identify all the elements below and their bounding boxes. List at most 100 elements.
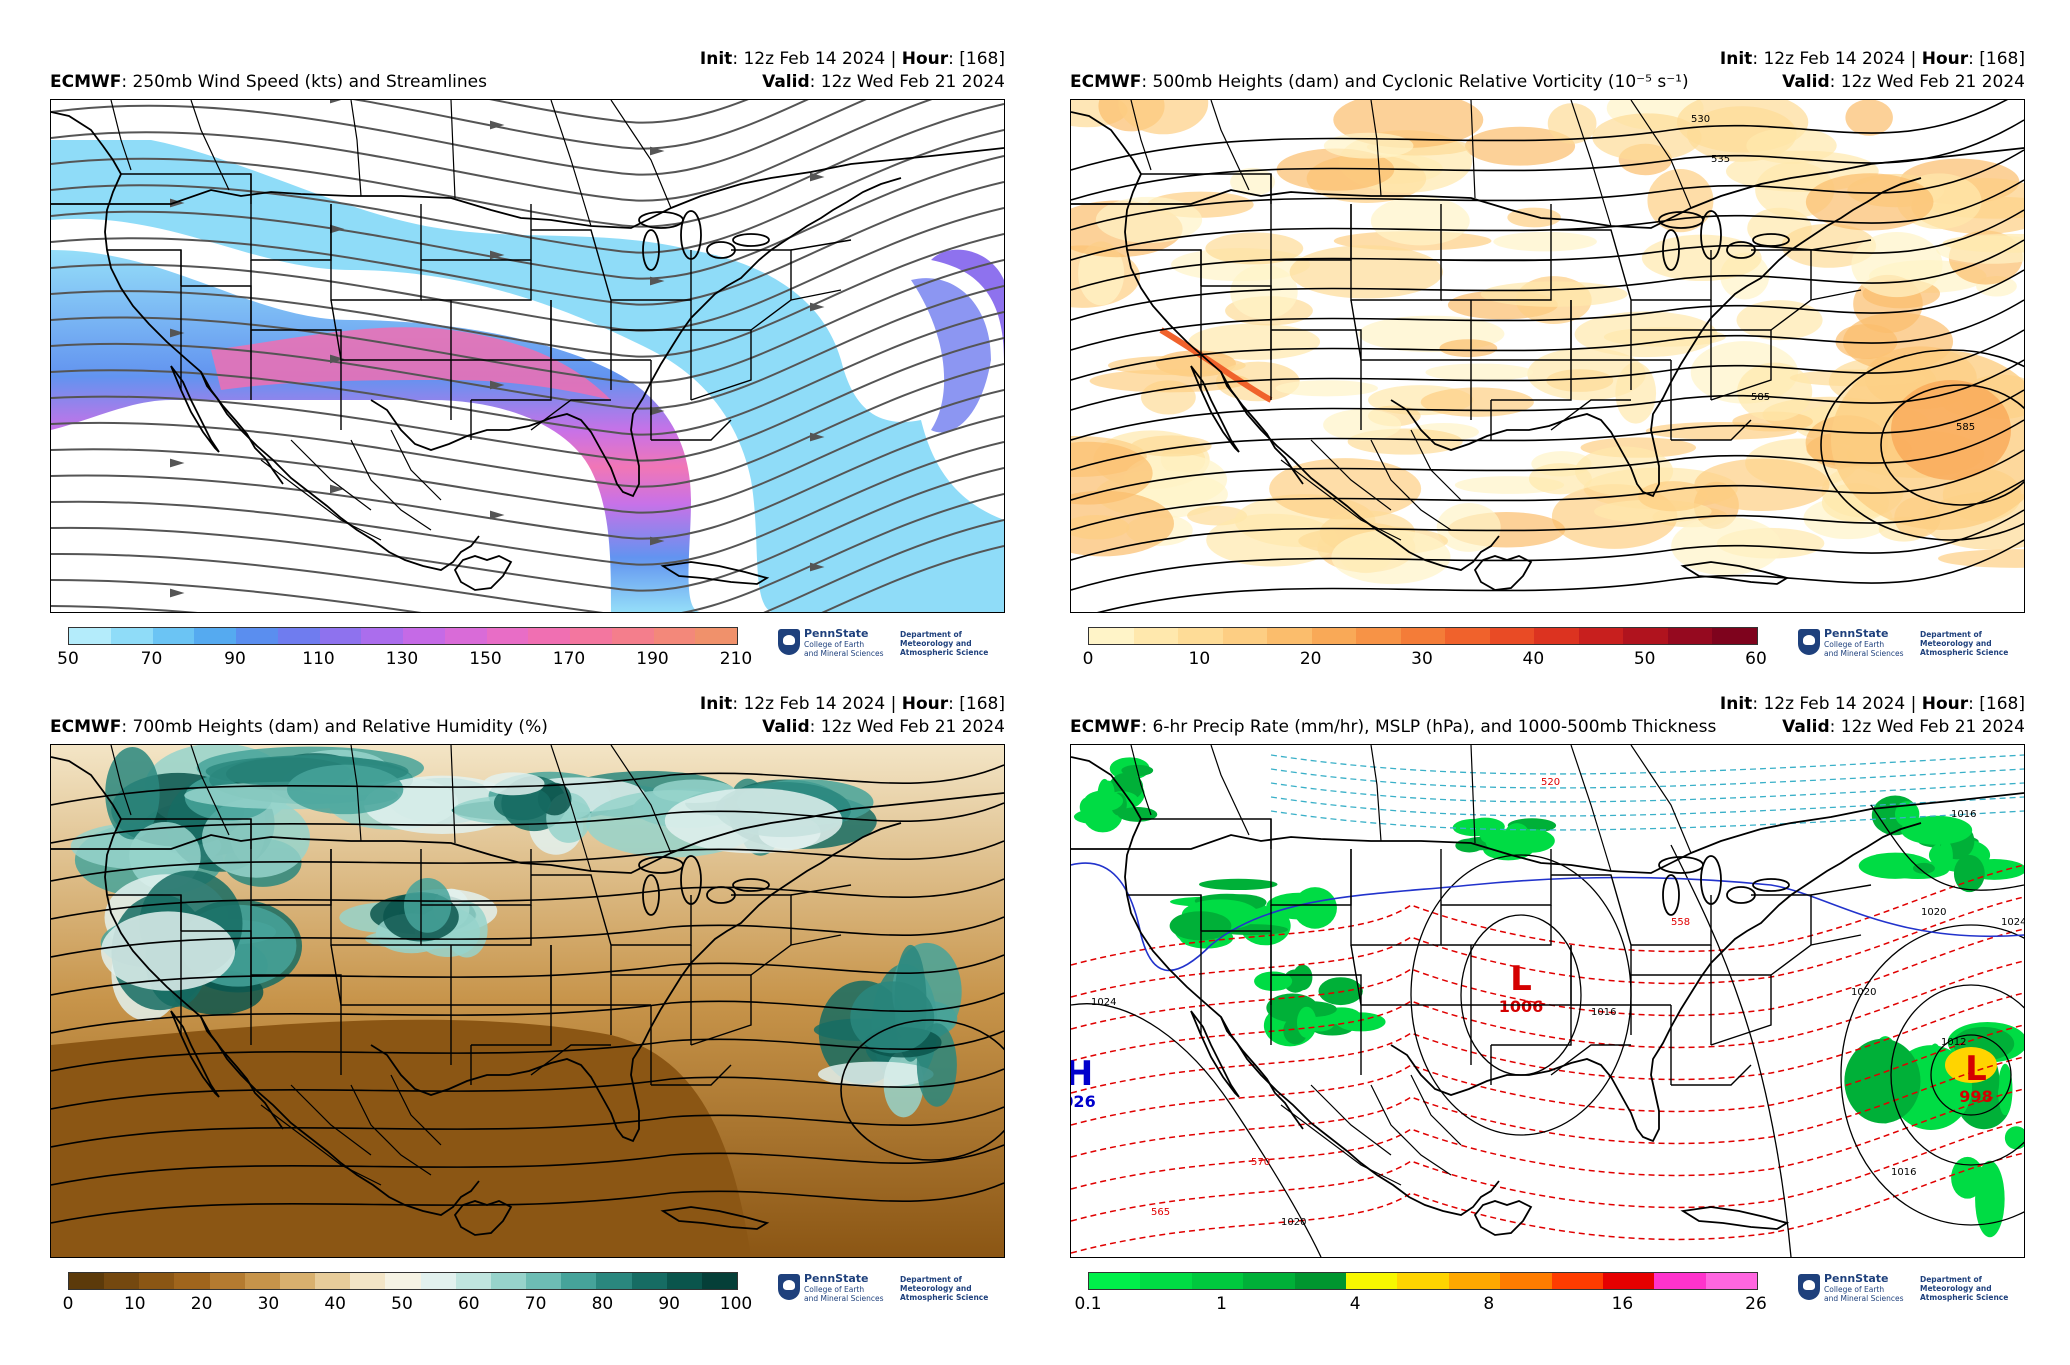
- state-border: [790, 289, 842, 301]
- island-outline: [1473, 1200, 1533, 1236]
- state-border: [1491, 945, 1572, 1046]
- colorbar-swatch: [666, 1273, 702, 1289]
- panel-header: Init: 12z Feb 14 2024 | Hour: [168] ECMW…: [1070, 690, 2025, 740]
- panel-500mb-vorticity: Init: 12z Feb 14 2024 | Hour: [168] ECMW…: [1070, 45, 2060, 685]
- logo-university: PennState: [1824, 627, 1889, 640]
- thickness-label: 570: [1251, 1157, 1270, 1168]
- state-border: [1810, 884, 1872, 896]
- mexico-state-border: [350, 1084, 432, 1176]
- colorbar-swatch: [319, 628, 362, 644]
- streamline-arrow: [330, 100, 342, 104]
- isobar: [1670, 844, 1792, 1257]
- streamline: [51, 311, 1004, 436]
- pressure-center-value: 1006: [1499, 997, 1544, 1016]
- isobar-label: 1020: [1921, 907, 1946, 918]
- coastline: [1390, 822, 1922, 1143]
- colorbar-swatch: [611, 628, 654, 644]
- colorbar-swatch: [1448, 1273, 1501, 1289]
- height-contour: [1097, 539, 2024, 612]
- heavy-precip-core: [1945, 1047, 1997, 1083]
- colorbar-swatch: [570, 628, 612, 644]
- colorbar-ticks: 0 10 20 30 40 50 60 70 80 90 100: [63, 1290, 753, 1316]
- panel-700mb-rh: Init: 12z Feb 14 2024 | Hour: [168] ECMW…: [50, 690, 1040, 1330]
- colorbar-tick-label: 150: [469, 649, 502, 669]
- streamline: [51, 389, 1004, 514]
- colorbar-swatch: [139, 1273, 175, 1289]
- height-contour: [1071, 149, 2024, 231]
- thickness-label: 520: [1541, 777, 1560, 788]
- colorbar-swatch: [561, 1273, 597, 1289]
- height-contour: [1071, 299, 2024, 381]
- jet-stream-band: [51, 140, 1004, 612]
- state-border: [1810, 934, 1862, 946]
- nittany-lion-shield-icon: [1798, 1274, 1820, 1300]
- island-outline: [453, 555, 513, 591]
- streamline: [51, 363, 1004, 488]
- province-border: [1130, 745, 1152, 816]
- colorbar-swatch: [1623, 628, 1668, 644]
- vorticity-shading: [1071, 100, 2024, 585]
- colorbar-swatch: [1667, 628, 1713, 644]
- isobar-label: 1016: [1591, 1007, 1616, 1018]
- colorbar-tick-label: 1: [1216, 1294, 1228, 1314]
- colorbar-swatch: [279, 1273, 316, 1289]
- colorbar-ticks: 0 10 20 30 40 50 60: [1083, 645, 1767, 671]
- state-border: [1810, 289, 1862, 301]
- streamline-arrow: [650, 146, 665, 156]
- colorbar-swatch: [1089, 1273, 1141, 1289]
- colorbar-swatch: [194, 628, 236, 644]
- colorbar-swatch: [1400, 628, 1446, 644]
- isobar: [1890, 984, 2024, 1166]
- closed-low-contour: [1880, 384, 2024, 506]
- state-border: [421, 260, 532, 301]
- colorbar-swatch: [1654, 1273, 1706, 1289]
- state-border: [251, 974, 342, 1075]
- height-contour: [1071, 509, 2024, 591]
- colorbar-tick-label: 50: [57, 649, 79, 669]
- mexico-state-border: [1410, 429, 1462, 501]
- province-border: [1370, 745, 1382, 842]
- colorbar: [1088, 1272, 1758, 1290]
- mexico-state-border: [1280, 459, 1402, 541]
- secondary-jet: [911, 278, 991, 433]
- secondary-jet: [931, 249, 1004, 360]
- valid-line: Valid: 12z Wed Feb 21 2024: [1782, 717, 2025, 737]
- state-border: [651, 1064, 732, 1086]
- colorbar-swatch: [490, 1273, 527, 1289]
- logo-college: College of Earth and Mineral Sciences: [1824, 1285, 1904, 1303]
- pressure-center-letter: H: [1071, 1054, 1093, 1094]
- init-line: Init: 12z Feb 14 2024 | Hour: [168]: [1719, 49, 2025, 69]
- colorbar-swatch: [277, 628, 320, 644]
- map-svg: L1006L998H026102410161020102410161012102…: [1071, 745, 2024, 1257]
- height-contour: [1071, 479, 2024, 561]
- colorbar-swatch: [1140, 1273, 1192, 1289]
- map-plot: [50, 99, 1005, 613]
- mexico-state-border: [1370, 1084, 1452, 1176]
- us-canada-border: [51, 792, 1004, 874]
- height-contour: [51, 1106, 1004, 1148]
- pressure-center-letter: L: [1510, 959, 1532, 999]
- state-border: [690, 330, 752, 401]
- panel-title: ECMWF: 250mb Wind Speed (kts) and Stream…: [50, 72, 487, 92]
- height-contour: [51, 840, 1004, 882]
- map-plot: L1006L998H026102410161020102410161012102…: [1070, 744, 2025, 1258]
- streamline-arrow: [490, 120, 505, 130]
- streamline: [51, 233, 1004, 358]
- pennstate-logo: PennState College of Earth and Mineral S…: [778, 1272, 998, 1308]
- logo-department: Department of Meteorology and Atmospheri…: [1920, 630, 2009, 657]
- colorbar-swatch: [69, 1273, 105, 1289]
- colorbar-swatch: [152, 628, 195, 644]
- colorbar-swatch: [631, 1273, 667, 1289]
- province-border: [1570, 100, 1612, 227]
- colorbar-tick-label: 80: [591, 1294, 614, 1314]
- colorbar-tick-label: 40: [1522, 649, 1545, 669]
- streamline: [51, 155, 1004, 280]
- logo-department: Department of Meteorology and Atmospheri…: [1920, 1275, 2009, 1302]
- init-line: Init: 12z Feb 14 2024 | Hour: [168]: [699, 694, 1005, 714]
- colorbar-swatch: [385, 1273, 421, 1289]
- jet-core: [51, 250, 701, 612]
- province-border: [610, 100, 672, 209]
- colorbar-tick-label: 60: [457, 1294, 480, 1314]
- coastline: [200, 371, 480, 571]
- colorbar-swatch: [1705, 1273, 1758, 1289]
